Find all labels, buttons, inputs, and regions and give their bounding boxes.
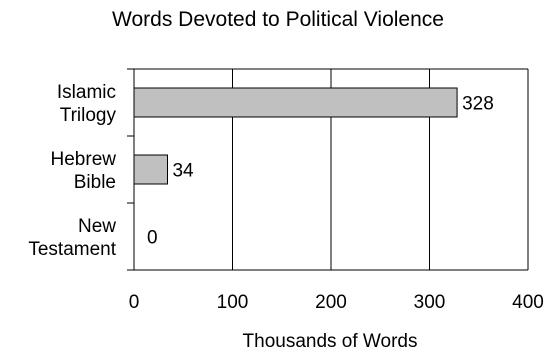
x-tick-label-300: 300	[414, 292, 446, 313]
x-tick-label-0: 0	[129, 292, 140, 313]
category-label-0-line-1: Trilogy	[60, 105, 117, 126]
category-label-2-line-0: New	[78, 216, 116, 237]
chart-title: Words Devoted to Political Violence	[112, 8, 444, 31]
x-tick-label-100: 100	[217, 292, 249, 313]
bar-1	[133, 154, 168, 185]
x-axis-label: Thousands of Words	[243, 331, 418, 352]
category-label-1-line-0: Hebrew	[51, 149, 117, 170]
x-tick-label-400: 400	[512, 292, 544, 313]
bar-0	[133, 87, 458, 118]
data-label-1: 34	[172, 161, 194, 182]
x-tick-label-200: 200	[315, 292, 347, 313]
category-label-2-line-1: Testament	[28, 239, 116, 260]
data-label-0: 328	[462, 94, 494, 115]
category-label-0-line-0: Islamic	[57, 82, 116, 103]
data-label-2: 0	[147, 228, 158, 249]
category-label-1-line-1: Bible	[74, 172, 116, 193]
